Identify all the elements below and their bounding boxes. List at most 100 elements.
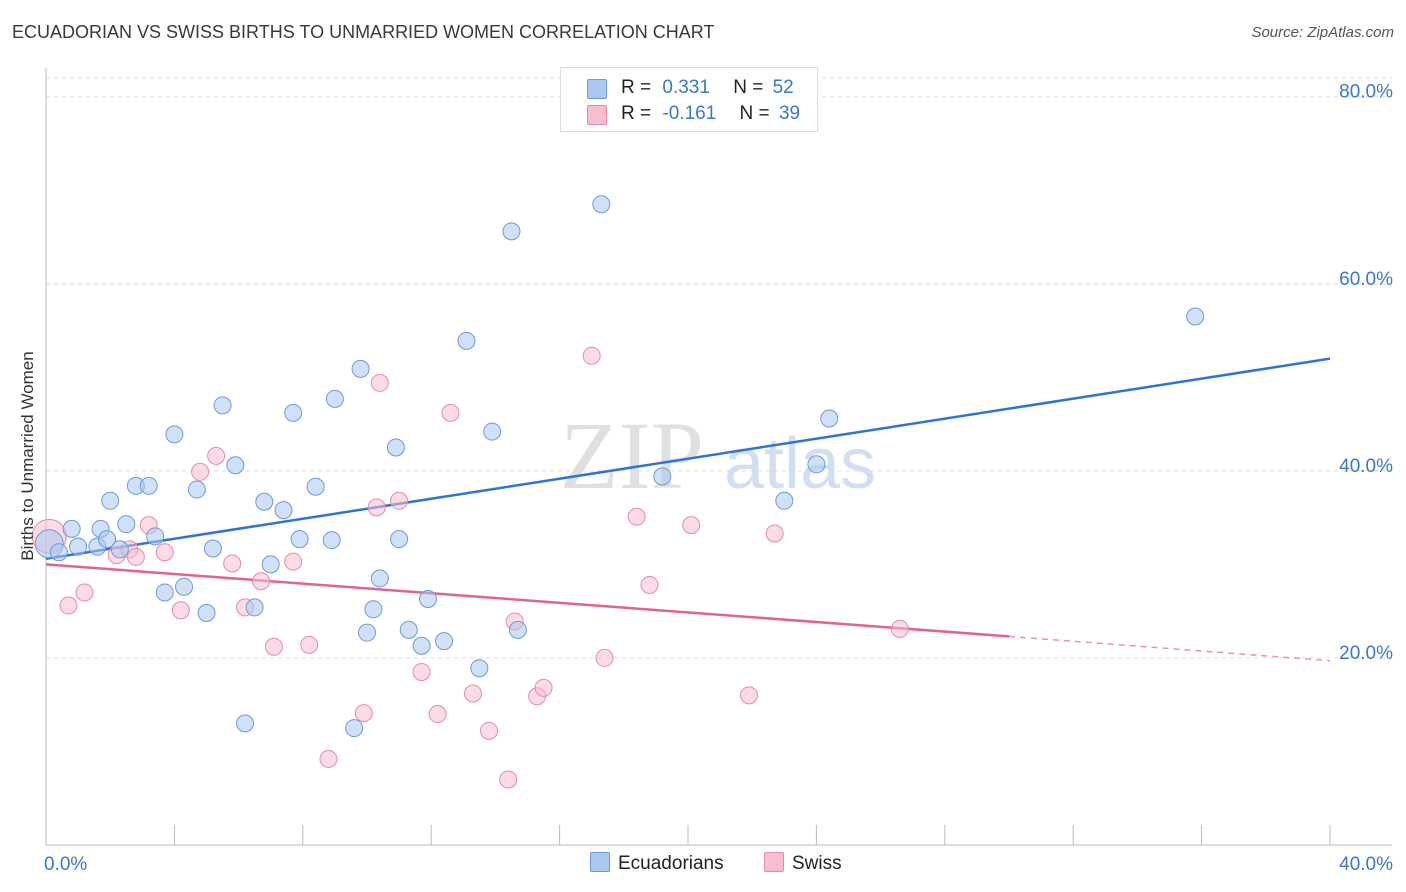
swiss-point [682,516,701,535]
ecuadorian-point [592,195,611,214]
source-label: Source: ZipAtlas.com [1251,24,1394,41]
ecuadorian-point [274,501,293,520]
ecuadorian-point [261,555,280,574]
ecuadorians-swatch [587,79,607,99]
swiss-point [300,635,319,654]
watermark-atlas: atlas [724,424,876,504]
ecuadorian-point [49,543,68,562]
ecuadorian-point [139,476,158,495]
ecuadorians-trend-line [45,357,1331,561]
ecuadorian-point [351,359,370,378]
y-tick-label: 60.0% [1339,269,1393,290]
swiss-point [354,704,373,723]
ecuadorian-point [653,467,672,486]
ecuadorian-point [345,719,364,738]
bottom-legend-swiss: Swiss [764,852,842,875]
swiss-point [595,648,614,667]
ecuadorian-point [457,331,476,350]
ecuadorian-point [418,589,437,608]
swiss-point [463,684,482,703]
y-tick-label: 80.0% [1339,82,1393,103]
ecuadorian-point [775,491,794,510]
legend-n-label: N = [733,77,764,98]
swiss-point [479,721,498,740]
tick-labels: 20.0% 40.0% 60.0% 80.0% 0.0% 40.0% [44,82,1393,875]
swiss-point [627,507,646,526]
swiss-point [59,596,78,615]
swiss-point [264,637,283,656]
y-tick-label: 20.0% [1339,643,1393,664]
ecuadorian-point [197,604,216,623]
chart-title: ECUADORIAN VS SWISS BIRTHS TO UNMARRIED … [12,22,715,42]
y-tick-label: 40.0% [1339,456,1393,477]
x-tick-label: 40.0% [1339,854,1393,875]
ecuadorian-point [322,531,341,550]
ecuadorian-point [386,438,405,457]
axes [45,68,1392,846]
ecuadorian-point [364,600,383,619]
gridlines [46,77,1392,659]
swiss-point [155,543,174,562]
ecuadorian-point [110,540,129,559]
ecuadorian-point [117,515,136,534]
y-axis-label: Births to Unmarried Women [18,351,37,561]
swiss-point [75,583,94,602]
x-tick-label: 0.0% [44,854,87,875]
ecuadorian-point [101,491,120,510]
ecuadorian-point [69,537,88,556]
swiss-point [284,552,303,571]
ecuadorian-point [226,456,245,475]
swiss-point [252,572,271,591]
trend-lines [45,357,1331,662]
ecuadorian-point [146,527,165,546]
swiss-point [319,749,338,768]
ecuadorian-point [245,598,264,617]
ecuadorian-point [165,425,184,444]
ecuadorian-point [483,422,502,441]
swiss-point [739,686,758,705]
ecuadorian-point [1186,307,1205,326]
ecuadorian-point [236,714,255,733]
swiss-point [441,403,460,422]
swiss-point [765,524,784,543]
ecuadorian-point [358,623,376,642]
swiss-point [223,554,242,573]
swiss-trend-line [45,563,1010,638]
swiss-point [499,770,518,789]
ecuadorian-point [435,632,454,651]
legend-n-value: 52 [772,77,794,98]
swiss-legend-swatch [764,852,784,872]
swiss-point [191,462,210,481]
ecuadorian-point [175,577,194,596]
swiss-point [367,498,386,517]
ecuadorian-point [807,455,826,474]
legend-r-label: R = [621,103,652,124]
watermark: ZIP atlas [560,402,876,509]
ecuadorians-legend-label: Ecuadorians [618,853,724,874]
ecuadorian-point [255,492,274,511]
swiss-point [428,705,447,724]
watermark-zip: ZIP [560,402,704,509]
ecuadorian-point [203,539,222,558]
ecuadorian-point [306,477,325,496]
swiss-point [412,662,431,681]
swiss-point [370,373,389,392]
ecuadorians-legend-swatch [590,852,610,872]
ecuadorian-point [62,519,81,538]
data-points [31,195,1205,789]
legend-r-value: 0.331 [662,77,710,98]
swiss-legend-label: Swiss [792,853,842,874]
swiss-point [171,601,190,620]
swiss-point [582,346,601,365]
ecuadorian-point [370,569,389,588]
ecuadorian-point [97,530,116,549]
legend-n-value: 39 [778,103,801,124]
swiss-point [534,678,553,697]
ecuadorian-point [508,620,527,639]
swiss-point [390,491,409,510]
ecuadorian-point [325,389,344,408]
legend-n-label: N = [739,103,770,124]
ecuadorian-point [502,222,521,241]
swiss-trend-extension [1008,635,1331,662]
